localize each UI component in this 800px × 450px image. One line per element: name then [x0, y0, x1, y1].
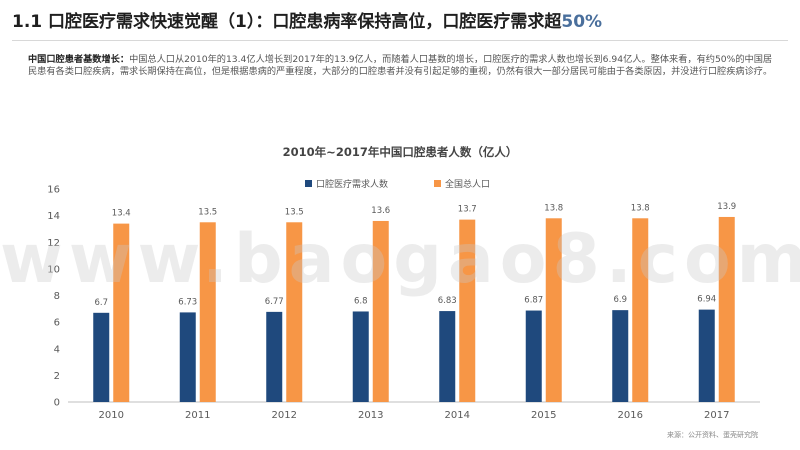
bar-demand — [352, 311, 369, 402]
bar-demand — [525, 310, 542, 402]
y-tick-label: 12 — [47, 238, 60, 249]
chart-area: 2010年~2017年中国口腔患者人数（亿人） 0 2 4 6 8 10 12 14 16 6.7… — [0, 136, 800, 450]
y-tick-label: 0 — [54, 398, 60, 409]
source-note: 来源：公开资料、蛋壳研究院 — [667, 431, 758, 439]
summary-paragraph: 中国口腔患者基数增长：中国总人口从2010年的13.4亿人增长到2017年的13… — [28, 54, 780, 78]
data-label-population: 13.4 — [112, 209, 131, 219]
bar-demand — [93, 312, 110, 402]
bar-population — [545, 218, 562, 402]
data-label-population: 13.6 — [371, 206, 390, 216]
data-label-population: 13.8 — [544, 203, 563, 213]
data-label-demand: 6.73 — [178, 297, 197, 307]
bar-demand — [439, 311, 456, 402]
bar-demand — [179, 312, 196, 402]
y-tick-label: 6 — [54, 318, 60, 329]
bar-demand — [612, 310, 629, 402]
chart-title: 2010年~2017年中国口腔患者人数（亿人） — [282, 145, 518, 159]
x-tick-label: 2013 — [358, 410, 383, 421]
y-tick-label: 10 — [47, 264, 60, 275]
data-label-population: 13.9 — [717, 202, 736, 212]
bar-population — [286, 222, 303, 402]
bar-population — [632, 218, 649, 402]
y-tick-label: 2 — [54, 371, 60, 382]
legend-label-population: 全国总人口 — [445, 178, 490, 190]
data-label-demand: 6.94 — [697, 295, 716, 305]
bar-demand — [698, 309, 715, 402]
bar-chart: 0 2 4 6 8 10 12 14 16 6.7 13.4 2010 6.73 13.5 2011 6.77… — [47, 178, 760, 421]
legend-swatch-population — [434, 180, 441, 187]
page-title: 1.1 口腔医疗需求快速觉醒（1）：口腔患病率保持高位，口腔医疗需求超50% — [12, 8, 602, 36]
x-tick-label: 2010 — [99, 410, 124, 421]
x-tick-label: 2014 — [445, 410, 470, 421]
data-label-demand: 6.8 — [354, 296, 368, 306]
y-tick-label: 16 — [47, 185, 60, 196]
y-tick-label: 14 — [47, 211, 60, 222]
y-tick-label: 8 — [54, 291, 60, 302]
x-tick-label: 2011 — [185, 410, 210, 421]
data-label-population: 13.5 — [198, 207, 217, 217]
bar-population — [113, 223, 130, 402]
bar-population — [459, 219, 476, 402]
bar-population — [372, 220, 389, 402]
data-label-demand: 6.77 — [265, 297, 284, 307]
data-label-demand: 6.9 — [613, 295, 627, 305]
data-label-population: 13.5 — [285, 207, 304, 217]
title-divider — [12, 40, 788, 41]
data-label-demand: 6.83 — [438, 296, 457, 306]
legend-label-demand: 口腔医疗需求人数 — [316, 178, 388, 190]
summary-body: 中国总人口从2010年的13.4亿人增长到2017年的13.9亿人，而随着人口基… — [28, 54, 773, 77]
bar-demand — [266, 311, 283, 402]
x-tick-label: 2017 — [704, 410, 729, 421]
x-tick-label: 2015 — [531, 410, 556, 421]
bar-population — [199, 222, 216, 402]
page-title-accent: 50% — [561, 12, 603, 32]
page-title-main: 1.1 口腔医疗需求快速觉醒（1）：口腔患病率保持高位，口腔医疗需求超 — [12, 12, 562, 32]
x-tick-label: 2016 — [618, 410, 643, 421]
y-tick-label: 4 — [54, 344, 60, 355]
data-label-population: 13.7 — [458, 205, 477, 215]
data-label-population: 13.8 — [631, 203, 650, 213]
data-label-demand: 6.87 — [524, 296, 543, 306]
x-tick-label: 2012 — [272, 410, 297, 421]
data-label-demand: 6.7 — [94, 298, 108, 308]
bar-population — [718, 216, 735, 402]
summary-lead: 中国口腔患者基数增长： — [28, 54, 130, 65]
legend-swatch-demand — [305, 180, 312, 187]
